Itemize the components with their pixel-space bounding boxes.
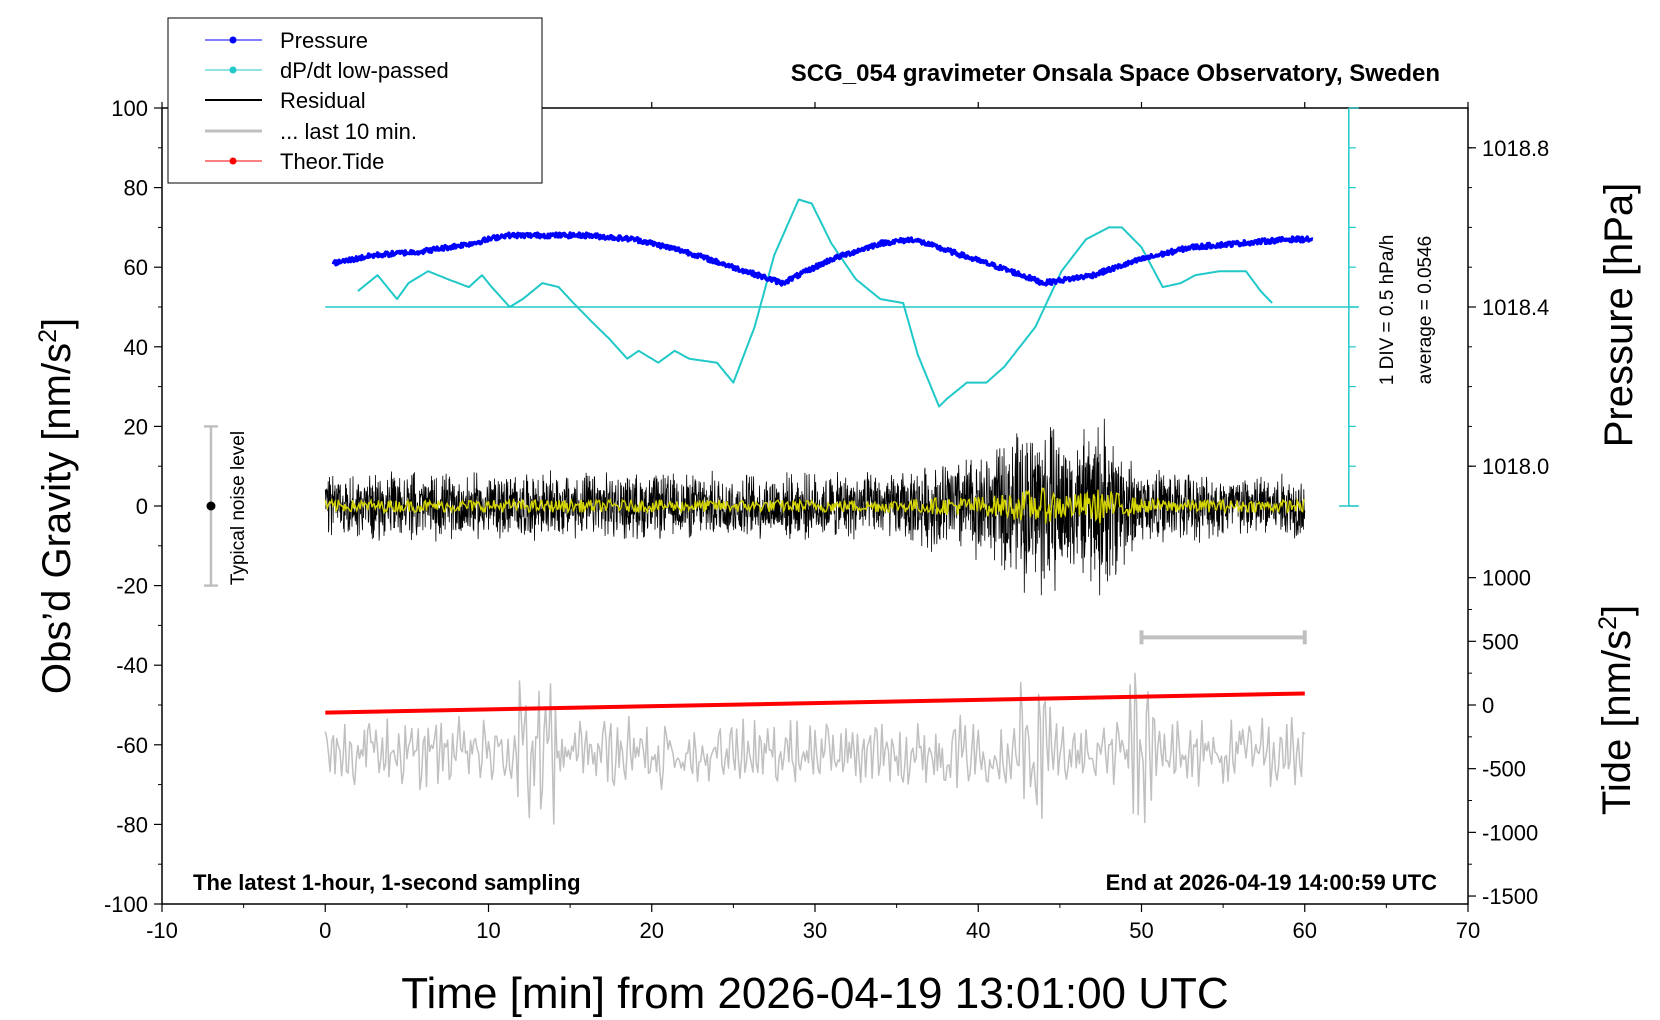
noise-level-center xyxy=(206,501,216,511)
y-axis-label-left: Obs’d Gravity [nm/s2] xyxy=(34,318,79,694)
y-axis-label-tide: Tide [nm/s2] xyxy=(1594,605,1639,815)
y-tick-label: -60 xyxy=(116,733,148,758)
y-axis-label-left-end: ] xyxy=(35,318,79,329)
series-residual-smoothed xyxy=(324,487,1306,524)
y-tick-label: 100 xyxy=(111,96,148,121)
tide-tick-label: -1000 xyxy=(1482,820,1538,845)
series-pressure xyxy=(331,231,1314,287)
legend-label-residual: Residual xyxy=(280,88,366,113)
legend-marker-tide xyxy=(229,157,237,165)
tide-tick-label: -500 xyxy=(1482,757,1526,782)
x-tick-label: 70 xyxy=(1456,918,1480,943)
noise-level-label: Typical noise level xyxy=(228,431,249,585)
y-axis-label-left-sup: 2 xyxy=(34,329,62,343)
y-tick-label: -20 xyxy=(116,574,148,599)
x-tick-label: 10 xyxy=(476,918,500,943)
series-residual xyxy=(324,418,1306,596)
y-axis-label-pressure: Pressure [hPa] xyxy=(1597,183,1641,448)
y-tick-label: 60 xyxy=(124,255,148,280)
legend-marker-pressure xyxy=(229,36,237,44)
annotation-end-time: End at 2026-04-19 14:00:59 UTC xyxy=(1106,870,1437,895)
y-tick-label: -100 xyxy=(104,892,148,917)
x-tick-label: 30 xyxy=(803,918,827,943)
legend-label-tide: Theor.Tide xyxy=(280,149,384,174)
x-tick-label: 60 xyxy=(1293,918,1317,943)
legend-entry-last10: ... last 10 min. xyxy=(205,119,417,144)
legend-entry-pressure: Pressure xyxy=(205,28,368,53)
y-tick-label: -40 xyxy=(116,653,148,678)
y-tick-label: 40 xyxy=(124,335,148,360)
y-axis-label-tide-end: ] xyxy=(1595,605,1639,616)
legend-entry-residual: Residual xyxy=(205,88,366,113)
x-tick-label: 40 xyxy=(966,918,990,943)
x-axis-label: Time [min] from 2026-04-19 13:01:00 UTC xyxy=(401,969,1228,1018)
legend-label-pressure: Pressure xyxy=(280,28,368,53)
x-tick-label: 0 xyxy=(319,918,331,943)
tide-tick-label: 0 xyxy=(1482,693,1494,718)
x-tick-label: -10 xyxy=(146,918,178,943)
chart-title: SCG_054 gravimeter Onsala Space Observat… xyxy=(791,60,1440,87)
legend: Pressure dP/dt low-passed Residual ... l… xyxy=(167,17,543,184)
y-tick-label: 20 xyxy=(124,414,148,439)
legend-label-dpdt: dP/dt low-passed xyxy=(280,58,449,83)
series-dpdt xyxy=(357,198,1273,408)
annotation-sampling: The latest 1-hour, 1-second sampling xyxy=(193,870,581,895)
y-tick-label: 0 xyxy=(136,494,148,519)
x-tick-label: 50 xyxy=(1129,918,1153,943)
y-axis-label-tide-text: Tide [nm/s xyxy=(1595,630,1639,815)
pressure-tick-label: 1018.4 xyxy=(1482,295,1549,320)
legend-marker-dpdt xyxy=(229,66,237,74)
legend-entry-tide: Theor.Tide xyxy=(205,149,384,174)
legend-entry-dpdt: dP/dt low-passed xyxy=(205,58,449,83)
tide-tick-label: 500 xyxy=(1482,629,1519,654)
legend-label-last10: ... last 10 min. xyxy=(280,119,417,144)
y-axis-label-left-text: Obs’d Gravity [nm/s xyxy=(35,343,79,694)
tide-tick-label: 1000 xyxy=(1482,566,1531,591)
div-scale-label: 1 DIV = 0.5 hPa/h xyxy=(1377,235,1398,386)
series-theor-tide xyxy=(325,691,1305,715)
pressure-tick-label: 1018.0 xyxy=(1482,454,1549,479)
pressure-tick-label: 1018.8 xyxy=(1482,136,1549,161)
y-tick-label: -80 xyxy=(116,812,148,837)
y-tick-label: 80 xyxy=(124,176,148,201)
x-tick-label: 20 xyxy=(640,918,664,943)
series-last-10-min xyxy=(324,672,1306,825)
average-label: average = 0.0546 xyxy=(1415,236,1436,384)
y-axis-label-tide-sup: 2 xyxy=(1594,616,1622,630)
tide-tick-label: -1500 xyxy=(1482,884,1538,909)
